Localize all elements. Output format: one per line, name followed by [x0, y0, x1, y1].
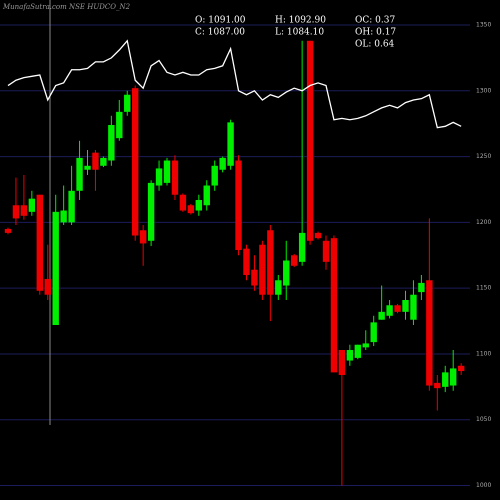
candle-body: [362, 343, 369, 348]
candle-body: [426, 280, 433, 386]
candle-body: [20, 205, 28, 216]
info-open: O: 1091.00: [195, 16, 246, 26]
candle-body: [187, 205, 195, 214]
candle-body: [434, 382, 441, 389]
candle-body: [346, 350, 354, 361]
candle-body: [306, 40, 314, 241]
y-tick-label: 1000: [476, 482, 491, 489]
candle-body: [354, 344, 361, 358]
candle-body: [219, 157, 226, 170]
candle-body: [116, 111, 123, 139]
candle-body: [267, 230, 274, 295]
candle-body: [179, 194, 187, 211]
candle-body: [100, 157, 107, 166]
info-oc: OC: 0.37: [355, 16, 395, 26]
candle-body: [36, 194, 43, 291]
candle-body: [76, 157, 83, 191]
y-tick-label: 1050: [476, 416, 491, 423]
candle-body: [251, 269, 258, 286]
candle-body: [147, 182, 155, 241]
candle-body: [442, 372, 449, 387]
candle-body: [60, 210, 67, 223]
y-tick-label: 1200: [476, 219, 491, 226]
candle-body: [330, 238, 338, 373]
candle-body: [52, 211, 59, 325]
info-low: L: 1084.10: [275, 28, 324, 38]
y-tick-label: 1300: [476, 87, 491, 94]
candle-body: [450, 368, 457, 386]
candle-body: [108, 125, 115, 161]
candle-body: [84, 165, 91, 170]
candle-body: [402, 300, 409, 312]
candle-body: [283, 260, 290, 286]
candle-body: [259, 244, 266, 295]
candle-body: [132, 88, 139, 236]
candle-body: [338, 350, 346, 375]
candle-body: [378, 311, 385, 320]
candle-body: [4, 228, 12, 233]
candle-body: [457, 365, 465, 372]
candle-body: [171, 160, 179, 195]
candle-body: [12, 205, 20, 219]
candle-body: [394, 305, 401, 312]
candle-body: [44, 278, 51, 295]
candle-body: [203, 185, 210, 206]
candle-body: [68, 190, 75, 223]
candle-body: [28, 198, 36, 212]
candle-body: [314, 232, 322, 239]
candle-body: [291, 255, 298, 266]
candle-body: [211, 165, 218, 186]
info-high: H: 1092.90: [275, 16, 326, 26]
candle-body: [370, 322, 377, 343]
overlay-line: [7, 39, 462, 129]
candle-body: [227, 122, 234, 166]
candle-body: [418, 282, 425, 293]
candle-body: [124, 94, 131, 112]
candle-body: [235, 160, 242, 250]
chart-title: MunafaSutra.com NSE HUDCO_N2: [2, 3, 131, 11]
candle-body: [92, 152, 99, 170]
candle-body: [243, 248, 250, 275]
candle-body: [386, 305, 393, 316]
candle-body: [298, 232, 306, 262]
info-close: C: 1087.00: [195, 28, 245, 38]
info-oh: OH: 0.17: [355, 28, 396, 38]
info-ol: OL: 0.64: [355, 40, 395, 50]
candle-body: [163, 160, 171, 183]
y-tick-label: 1350: [476, 22, 491, 29]
y-tick-label: 1100: [476, 350, 491, 357]
candle-body: [322, 240, 330, 262]
y-tick-label: 1250: [476, 153, 491, 160]
candle-body: [155, 168, 163, 186]
y-tick-label: 1150: [476, 285, 491, 292]
candle-body: [275, 280, 282, 295]
candle-body: [410, 294, 417, 320]
candle-body: [195, 200, 202, 211]
candle-body: [139, 230, 147, 244]
